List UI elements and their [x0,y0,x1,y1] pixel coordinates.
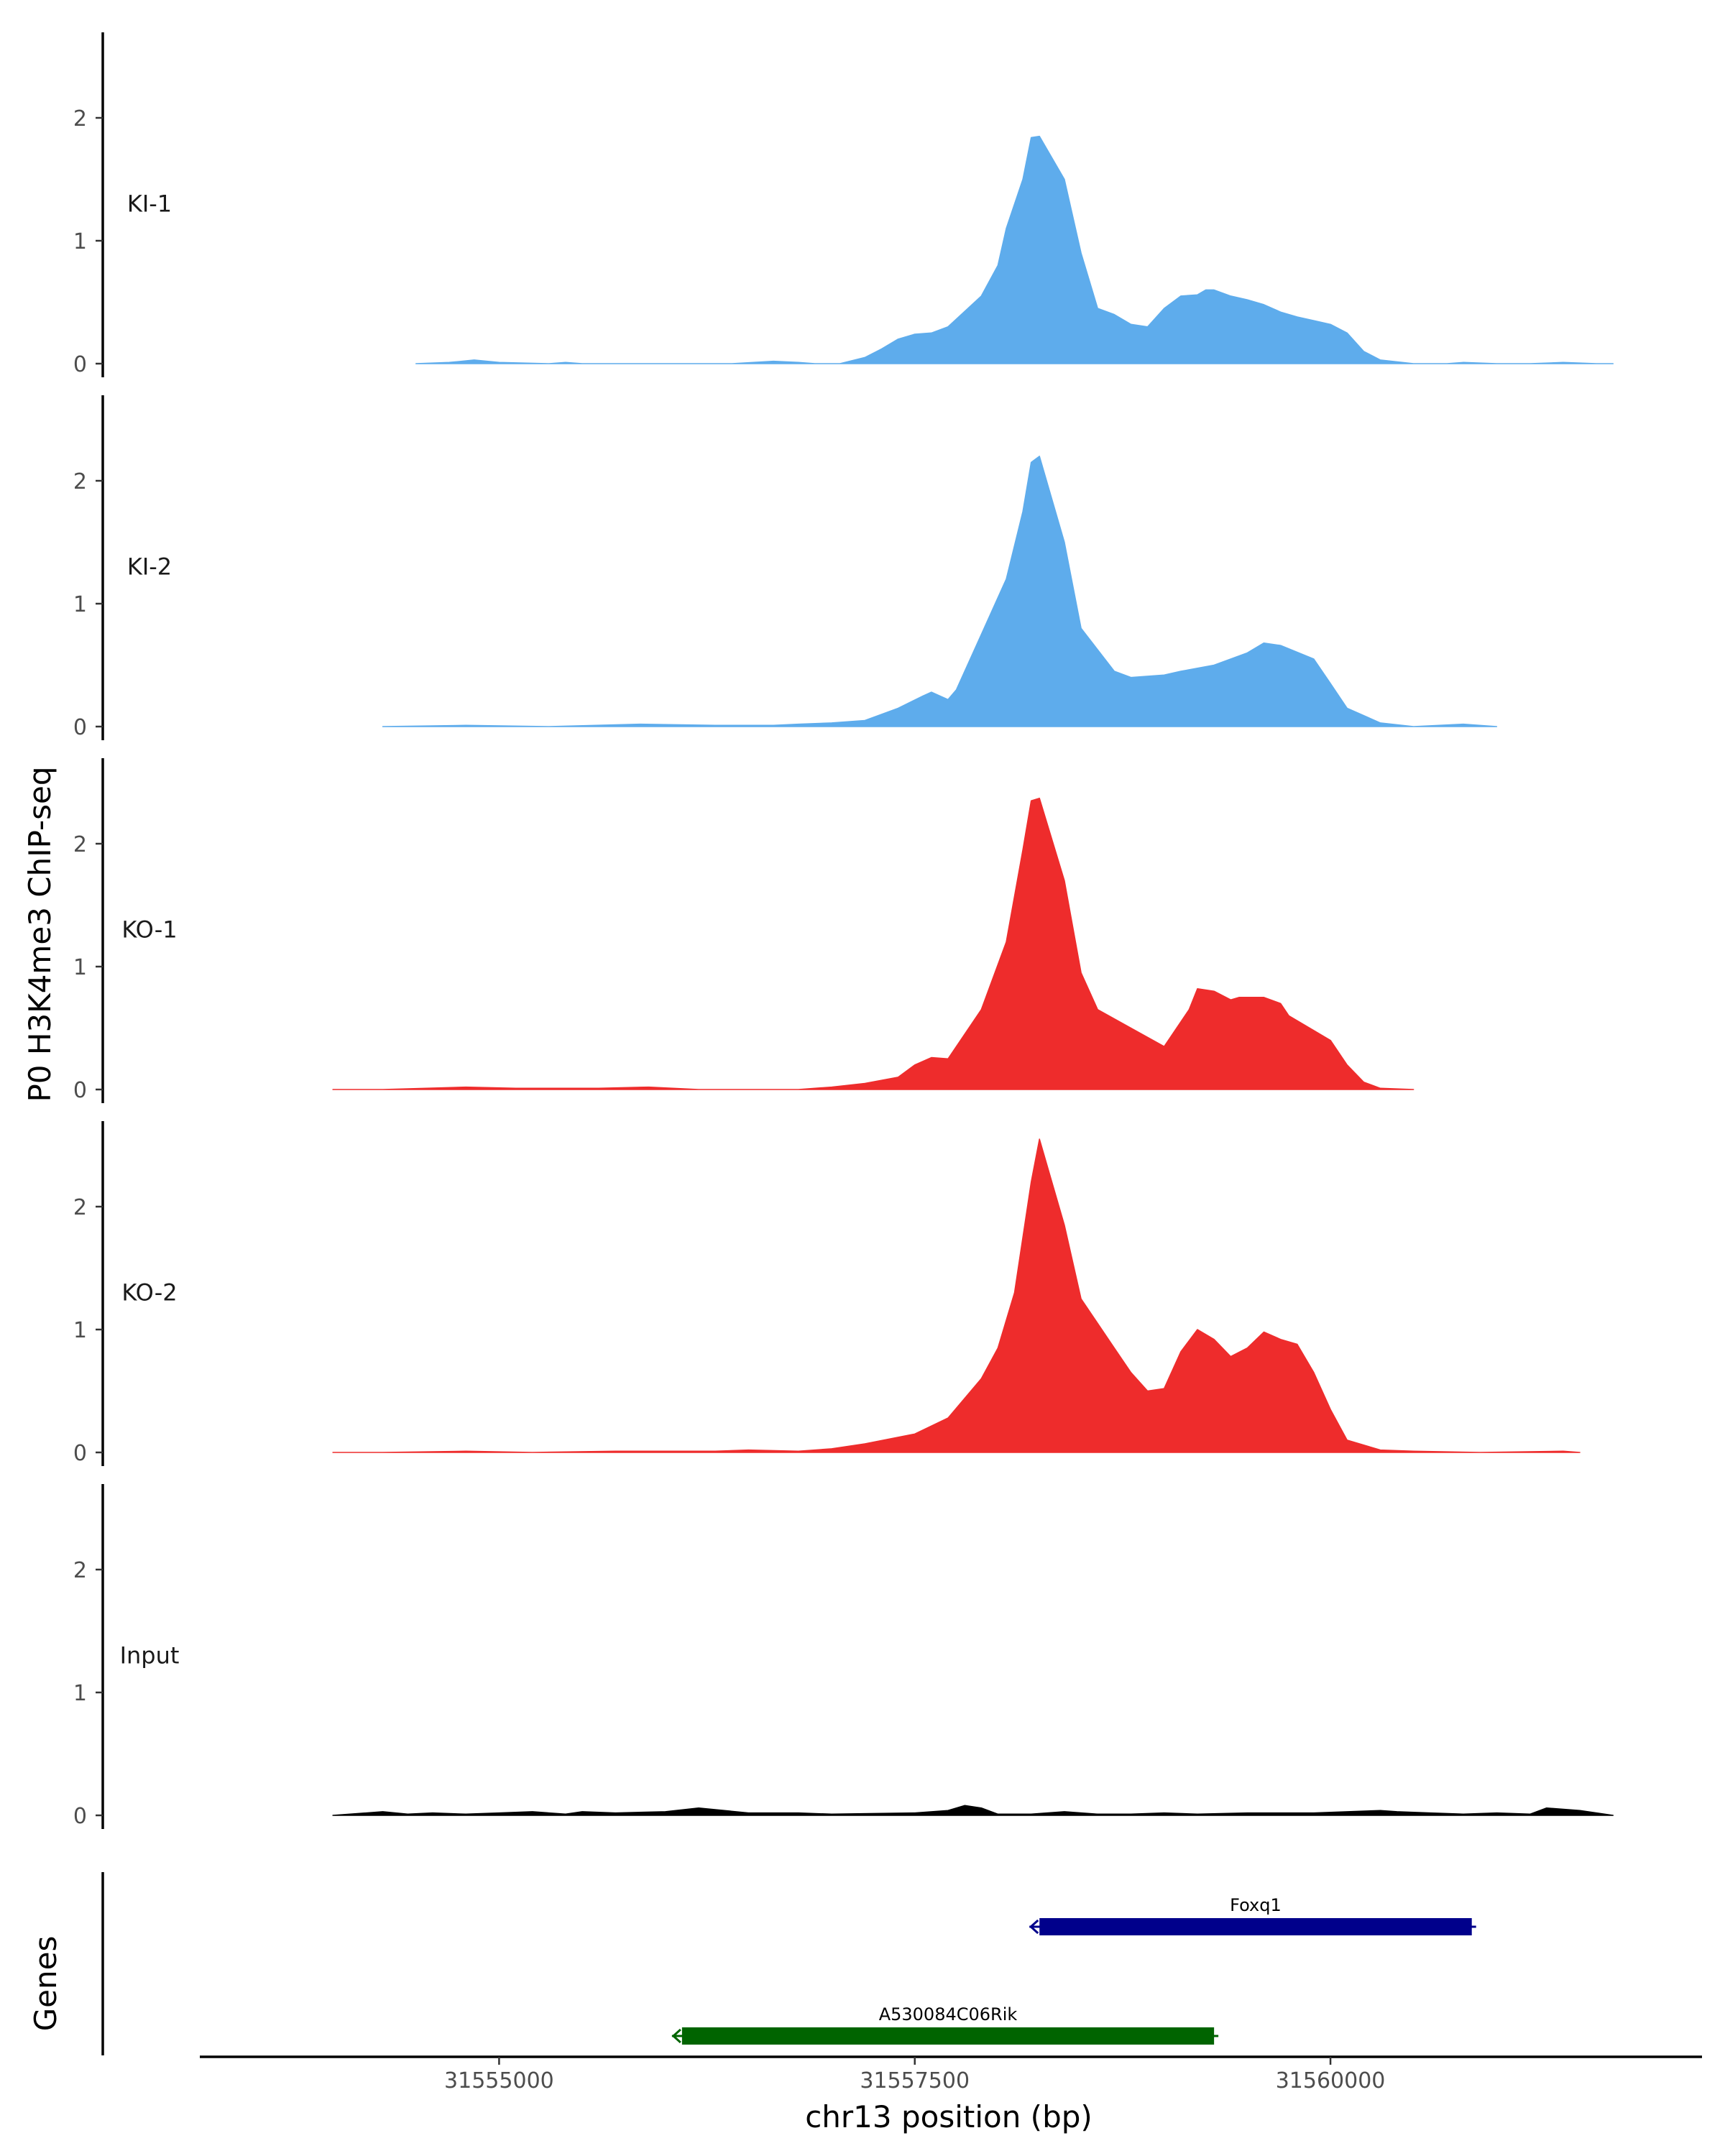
strand-arrow-icon [671,2028,681,2044]
gene-name-label: A530084C06Rik [879,2004,1018,2024]
x-tick-label: 31560000 [1276,2068,1386,2093]
x-tick-label: 31555000 [444,2068,554,2093]
y-tick-label: 1 [73,955,87,980]
track-label: KI-1 [127,190,172,218]
y-tick-label: 0 [73,1441,87,1466]
y-tick-label: 1 [73,592,87,617]
y-tick-label: 1 [73,1318,87,1343]
signal-area-input [332,1805,1614,1816]
track-label: KI-2 [127,553,172,581]
track-ki-2: 0 1 2 KI-2 [73,395,1498,740]
y-tick-label: 1 [73,1681,87,1706]
genes-track-title: Genes [28,1936,63,2032]
y-tick-label: 2 [73,1195,87,1220]
y-tick-label: 1 [73,229,87,254]
signal-area-ko-2 [332,1138,1581,1453]
y-tick-label: 0 [73,715,87,740]
y-tick-label: 0 [73,352,87,377]
track-label: Input [120,1642,180,1669]
genes-track: Foxq1 A530084C06Rik [101,1872,1476,2055]
gene-name-label: Foxq1 [1230,1895,1282,1915]
track-label: KO-1 [121,916,177,944]
y-tick-label: 2 [73,469,87,494]
track-ko-1: 0 1 2 KO-1 [73,758,1414,1103]
x-tick-label: 31557500 [860,2068,970,2093]
y-tick-label: 2 [73,832,87,857]
signal-area-ko-1 [332,797,1414,1090]
y-axis-title: P0 H3K4me3 ChIP-seq [22,766,58,1102]
track-input: 0 1 2 Input [73,1484,1614,1829]
track-label: KO-2 [121,1279,177,1307]
strand-arrow-icon [1029,1919,1039,1935]
y-tick-label: 2 [73,106,87,132]
signal-area-ki-1 [415,135,1614,364]
track-ki-1: 0 1 2 KI-1 [73,32,1614,377]
x-axis-title: chr13 position (bp) [805,2099,1092,2134]
signal-area-ki-2 [382,456,1498,727]
x-axis: 31555000 31557500 31560000 [200,2055,1702,2093]
track-ko-2: 0 1 2 KO-2 [73,1121,1581,1466]
coverage-tracks: 0 1 2 KI-1 0 1 2 KI-2 0 1 2 KO-1 0 1 2 KO-2 0 1 2 Input [73,32,1614,1829]
y-tick-label: 0 [73,1078,87,1103]
y-tick-label: 0 [73,1804,87,1829]
y-tick-label: 2 [73,1558,87,1583]
